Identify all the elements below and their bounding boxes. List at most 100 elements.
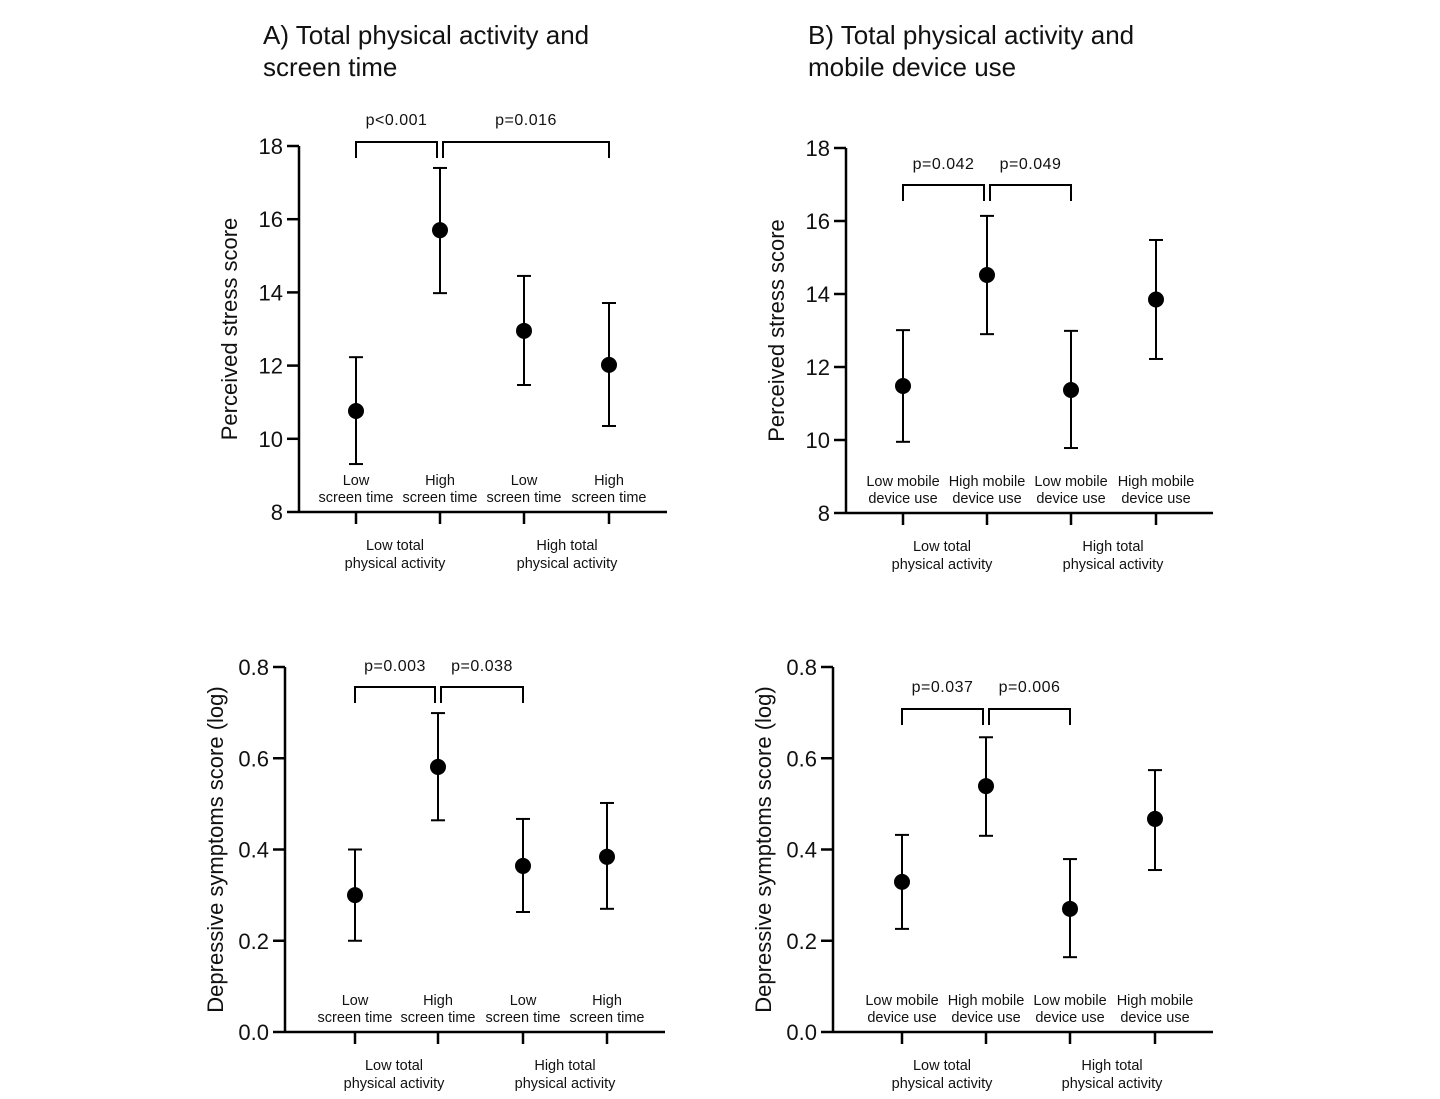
y-axis-label: Perceived stress score xyxy=(217,218,242,441)
data-point xyxy=(978,778,994,795)
significance-bracket xyxy=(988,708,1071,725)
group-label: physical activity xyxy=(892,1076,993,1092)
y-tick-label: 0.2 xyxy=(786,929,817,954)
group-label: High total xyxy=(536,538,597,554)
significance-bracket xyxy=(902,184,985,201)
category-label: Low xyxy=(511,473,538,489)
category-label: Low xyxy=(510,993,537,1009)
y-tick-label: 16 xyxy=(806,209,830,234)
p-value-label: p=0.003 xyxy=(364,658,426,675)
category-label: device use xyxy=(1120,1010,1189,1026)
p-value-label: p=0.038 xyxy=(451,658,513,675)
data-point xyxy=(979,267,995,284)
category-label: device use xyxy=(952,491,1021,507)
category-label: High mobile xyxy=(1117,993,1194,1009)
data-point xyxy=(516,322,532,339)
y-tick-label: 0.0 xyxy=(238,1020,269,1045)
y-tick-label: 18 xyxy=(259,134,283,159)
group-label: physical activity xyxy=(1063,557,1164,573)
data-point xyxy=(894,873,910,890)
y-tick-label: 8 xyxy=(818,501,830,526)
group-label: Low total xyxy=(366,538,424,554)
significance-bracket xyxy=(442,141,610,158)
data-point xyxy=(1062,900,1078,917)
category-label: Low mobile xyxy=(866,474,939,490)
group-label: Low total xyxy=(913,1058,971,1074)
y-tick-label: 10 xyxy=(806,428,830,453)
category-label: High mobile xyxy=(948,993,1025,1009)
p-value-label: p=0.006 xyxy=(999,679,1061,696)
group-label: Low total xyxy=(913,539,971,555)
panel-title: B) Total physical activity and xyxy=(808,20,1134,50)
category-label: High xyxy=(592,993,622,1009)
data-point xyxy=(1147,810,1163,827)
group-label: High total xyxy=(1082,539,1143,555)
y-tick-label: 0.4 xyxy=(238,838,269,863)
panel-title: A) Total physical activity and xyxy=(263,20,589,50)
significance-bracket xyxy=(989,184,1072,201)
group-label: High total xyxy=(1081,1058,1142,1074)
category-label: High xyxy=(594,473,624,489)
data-point xyxy=(601,356,617,373)
category-label: screen time xyxy=(570,1010,645,1026)
y-tick-label: 0.6 xyxy=(238,746,269,771)
category-label: device use xyxy=(951,1010,1020,1026)
y-tick-label: 10 xyxy=(259,427,283,452)
panel-2: 0.0 0.2 0.4 0.6 0.8 Depressive symptoms score… xyxy=(203,655,665,1092)
data-point xyxy=(432,222,448,239)
significance-bracket xyxy=(901,708,984,725)
group-label: physical activity xyxy=(892,557,993,573)
category-label: Low mobile xyxy=(1033,993,1106,1009)
y-tick-label: 0.0 xyxy=(786,1020,817,1045)
panel-3: 0.0 0.2 0.4 0.6 0.8 Depressive symptoms score… xyxy=(751,655,1213,1092)
category-label: screen time xyxy=(319,490,394,506)
category-label: Low mobile xyxy=(1034,474,1107,490)
group-label: High total xyxy=(534,1058,595,1074)
group-label: physical activity xyxy=(515,1076,616,1092)
category-label: screen time xyxy=(403,490,478,506)
category-label: screen time xyxy=(572,490,647,506)
group-label: physical activity xyxy=(1062,1076,1163,1092)
y-tick-label: 0.2 xyxy=(238,929,269,954)
y-tick-label: 14 xyxy=(806,282,830,307)
category-label: High mobile xyxy=(1118,474,1195,490)
data-point xyxy=(515,857,531,874)
y-tick-label: 0.8 xyxy=(786,655,817,680)
category-label: High xyxy=(425,473,455,489)
data-point xyxy=(1063,381,1079,398)
y-axis-label: Depressive symptoms score (log) xyxy=(751,686,776,1012)
category-label: High xyxy=(423,993,453,1009)
significance-bracket xyxy=(354,686,436,703)
data-point xyxy=(1148,291,1164,308)
p-value-label: p=0.042 xyxy=(913,156,975,173)
y-tick-label: 18 xyxy=(806,136,830,161)
data-point xyxy=(430,758,446,775)
y-tick-label: 8 xyxy=(271,500,283,525)
y-tick-label: 0.6 xyxy=(786,746,817,771)
panel-title: mobile device use xyxy=(808,52,1016,82)
category-label: Low xyxy=(342,993,369,1009)
category-label: device use xyxy=(1035,1010,1104,1026)
y-tick-label: 16 xyxy=(259,207,283,232)
category-label: High mobile xyxy=(949,474,1026,490)
group-label: physical activity xyxy=(345,556,446,572)
category-label: device use xyxy=(867,1010,936,1026)
y-tick-label: 0.8 xyxy=(238,655,269,680)
category-label: screen time xyxy=(486,1010,561,1026)
y-tick-label: 12 xyxy=(806,355,830,380)
category-label: screen time xyxy=(401,1010,476,1026)
data-point xyxy=(348,402,364,419)
panel-title: screen time xyxy=(263,52,397,82)
significance-bracket xyxy=(440,686,524,703)
y-tick-label: 14 xyxy=(259,280,283,305)
data-point xyxy=(895,377,911,394)
y-axis-label: Perceived stress score xyxy=(764,219,789,442)
y-tick-label: 12 xyxy=(259,354,283,379)
category-label: screen time xyxy=(318,1010,393,1026)
group-label: physical activity xyxy=(344,1076,445,1092)
p-value-label: p=0.049 xyxy=(1000,156,1062,173)
group-label: Low total xyxy=(365,1058,423,1074)
y-axis-label: Depressive symptoms score (log) xyxy=(203,686,228,1012)
